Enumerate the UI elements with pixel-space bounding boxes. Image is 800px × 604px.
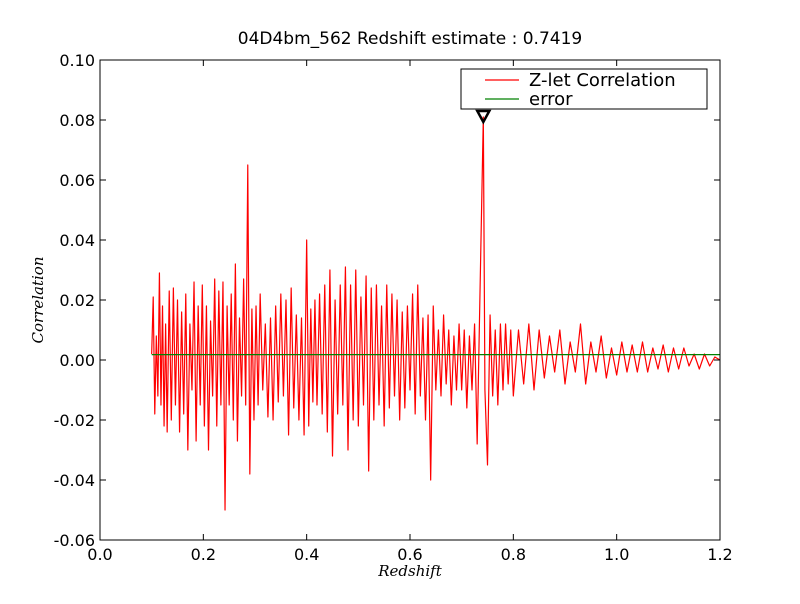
series-layer	[151, 109, 721, 511]
y-tick-label: -0.04	[54, 471, 95, 490]
y-tick-label: -0.02	[54, 411, 95, 430]
x-tick-label: 0.6	[397, 545, 422, 564]
y-tick-label: 0.04	[59, 231, 95, 250]
y-tick-label: 0.00	[59, 351, 95, 370]
y-tick-label: 0.08	[59, 111, 95, 130]
series-line-0	[151, 116, 721, 511]
legend-box	[460, 68, 708, 110]
ticks-layer: 0.0 0.2 0.4 0.6 0.8 1.0 1.2 0.10 0.08 0.06 0.04 0.0…	[54, 51, 733, 564]
y-tick-label: 0.06	[59, 171, 95, 190]
legend-label: Z-let Correlation	[529, 70, 676, 91]
x-tick-label: 1.2	[707, 545, 732, 564]
plot-frame	[99, 59, 721, 541]
x-tick-label: 1.0	[604, 545, 629, 564]
y-tick-label: 0.10	[59, 51, 95, 70]
x-tick-label: 0.8	[501, 545, 526, 564]
peak-marker	[475, 109, 492, 125]
legend-label: error	[529, 89, 573, 110]
y-tick-label: -0.06	[54, 531, 95, 550]
plot-area	[100, 60, 720, 540]
x-tick-label: 0.2	[191, 545, 216, 564]
chart-title: 04D4bm_562 Redshift estimate : 0.7419	[238, 29, 582, 49]
x-tick-label: 0.4	[294, 545, 319, 564]
y-axis-label: Correlation	[29, 257, 47, 344]
x-axis-label: Redshift	[377, 562, 442, 580]
x-tick-label: 0.0	[87, 545, 112, 564]
y-tick-label: 0.02	[59, 291, 95, 310]
